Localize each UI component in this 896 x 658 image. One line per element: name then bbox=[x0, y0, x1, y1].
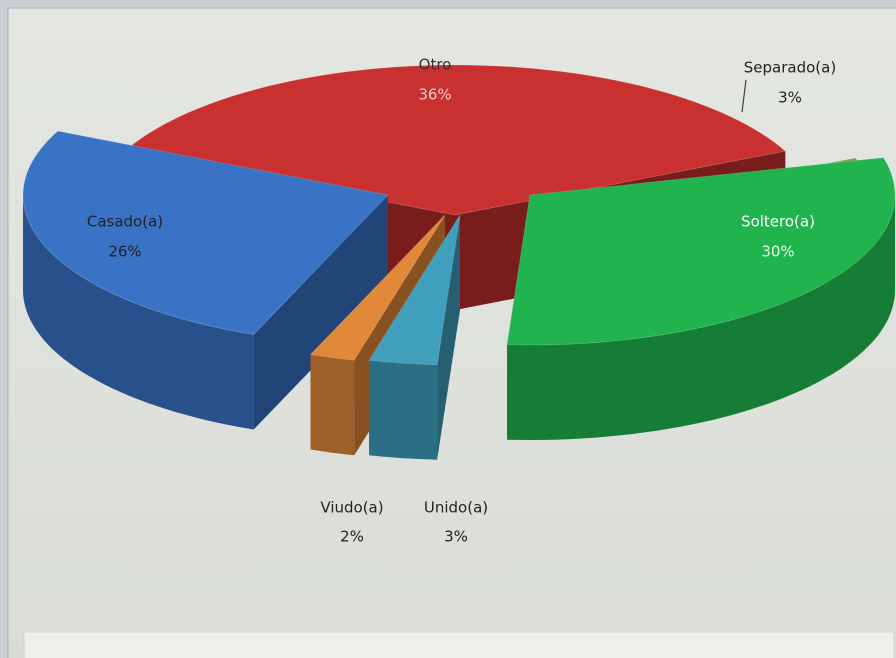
pie bbox=[22, 64, 896, 460]
slice-shade bbox=[507, 195, 895, 440]
slice-value-label: 3% bbox=[444, 528, 468, 546]
leader-line bbox=[741, 79, 747, 113]
slice-label: Viudo(a) bbox=[320, 499, 383, 517]
lower-panel bbox=[23, 631, 895, 658]
slice-label: Casado(a) bbox=[87, 213, 163, 231]
slice bbox=[506, 157, 896, 346]
slice-value-label: 30% bbox=[761, 243, 794, 261]
slice-side bbox=[310, 354, 355, 456]
slice-label: Otro bbox=[419, 56, 452, 74]
slice-shade bbox=[310, 354, 355, 456]
slice-label: Soltero(a) bbox=[741, 213, 815, 231]
slice-shade bbox=[369, 360, 438, 460]
slice-side bbox=[507, 195, 895, 440]
slice-value-label: 26% bbox=[108, 243, 141, 261]
slice bbox=[309, 214, 446, 361]
slice-value-label: 36% bbox=[418, 86, 451, 104]
slice-side bbox=[369, 360, 438, 460]
slice bbox=[22, 130, 389, 336]
slice-shade bbox=[23, 195, 254, 430]
slice-value-label: 3% bbox=[778, 89, 802, 107]
slice-value-label: 2% bbox=[340, 528, 364, 546]
slice bbox=[368, 214, 461, 366]
slice-label: Separado(a) bbox=[744, 59, 836, 77]
slice-side bbox=[23, 195, 254, 430]
slice-label: Unido(a) bbox=[424, 499, 488, 517]
labels: Otro 36% Separado(a) 3% Soltero(a) 30% Unido(a… bbox=[87, 56, 836, 546]
